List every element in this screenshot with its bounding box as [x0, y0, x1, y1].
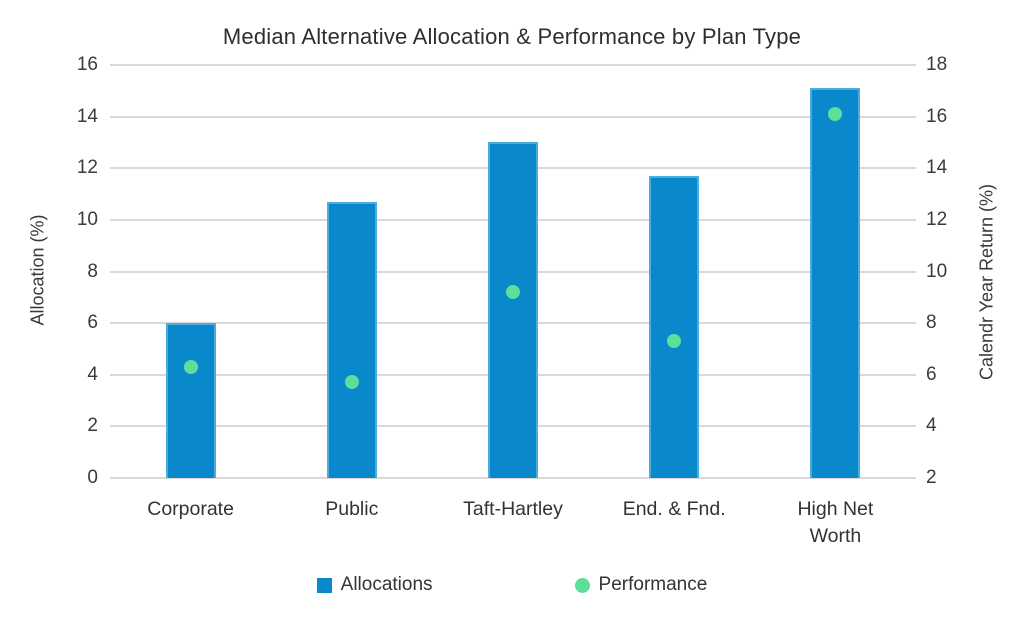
- legend-item-performance: Performance: [574, 574, 708, 596]
- left-axis-tick-label: 0: [87, 467, 98, 488]
- category-label: High Net Worth: [797, 498, 874, 547]
- right-axis-tick-label: 10: [926, 260, 948, 282]
- right-axis-tick-label: 12: [926, 208, 948, 230]
- legend-item-allocations: Allocations: [316, 574, 433, 596]
- legend-label: Performance: [598, 574, 708, 595]
- category-label: Corporate: [147, 498, 234, 520]
- gridline: [110, 64, 916, 66]
- right-axis-tick-label: 14: [926, 157, 948, 179]
- right-axis-tick-label: 2: [926, 467, 937, 488]
- bar-taft-hartley: [488, 142, 538, 478]
- performance-dot-corporate: [183, 360, 198, 374]
- right-axis-tick-label: 16: [926, 105, 948, 127]
- performance-dot-taft-hartley: [506, 285, 520, 300]
- performance-dot-public: [344, 375, 359, 390]
- category-label: Public: [325, 498, 379, 520]
- right-axis-tick-label: 8: [926, 312, 937, 334]
- left-axis-tick-label: 12: [76, 157, 98, 179]
- right-axis-tick-label: 18: [926, 54, 948, 75]
- legend-label: Allocations: [340, 574, 433, 595]
- right-axis-tick-label: 6: [926, 363, 937, 385]
- gridline: [110, 477, 916, 479]
- bar-corporate: [165, 323, 216, 478]
- legend-square-icon: [316, 577, 332, 593]
- legend-circle-icon: [574, 577, 590, 593]
- left-axis-tick-label: 14: [76, 105, 98, 127]
- left-axis-tick-label: 8: [87, 260, 98, 282]
- left-axis-tick-label: 6: [87, 312, 98, 334]
- category-label: Taft-Hartley: [463, 498, 563, 520]
- left-axis-tick-label: 2: [87, 415, 98, 437]
- left-axis-tick-label: 4: [87, 363, 98, 385]
- left-axis-tick-label: 16: [76, 54, 98, 75]
- bar-public: [326, 201, 377, 478]
- performance-dot-high-net-worth: [828, 107, 843, 122]
- gridline: [110, 115, 916, 118]
- left-axis-tick-label: 10: [76, 208, 98, 230]
- category-label: End. & Fnd.: [622, 498, 726, 520]
- legend: Allocations Performance: [0, 574, 1024, 596]
- bar-high-net-worth: [810, 88, 861, 478]
- right-axis-tick-label: 4: [926, 415, 937, 437]
- chart-title: Median Alternative Allocation & Performa…: [222, 24, 802, 49]
- bar-end-fnd-: [649, 175, 700, 478]
- performance-dot-end-fnd-: [667, 334, 682, 349]
